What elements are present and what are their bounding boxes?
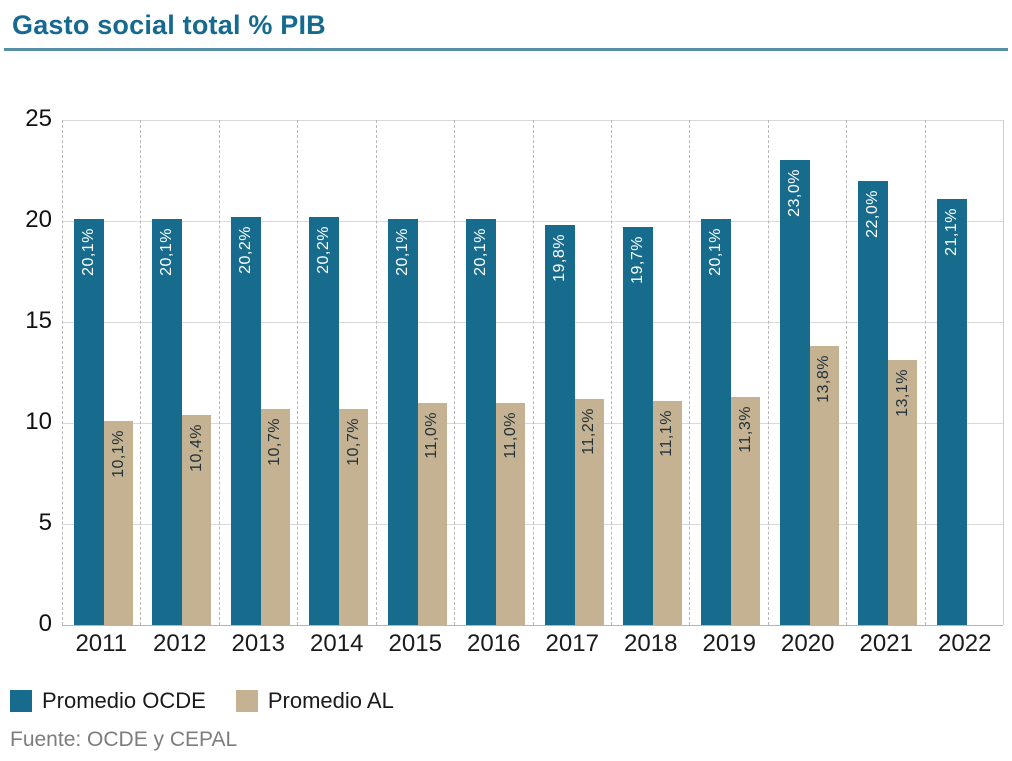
bar-value-label: 20,2%	[236, 225, 254, 274]
chart-title: Gasto social total % PIB	[12, 10, 326, 40]
y-tick-label-15: 15	[25, 306, 52, 334]
gridline-15	[62, 322, 1003, 323]
bar-ocde-2015: 20,1%	[387, 218, 418, 625]
y-axis: 25 20 15 10 5 0	[0, 105, 62, 637]
gridline-20	[62, 221, 1003, 222]
year-group-2015: 20,1% 11,0%	[375, 120, 454, 625]
bar-value-label: 19,7%	[628, 236, 646, 284]
x-axis: 2011 2012 2013 2014 2015 2016 2017 2018 2019 2020…	[62, 630, 1004, 658]
bar-al-2021: 13,1%	[888, 360, 918, 625]
bar-ocde-2012: 20,1%	[152, 218, 183, 625]
bar-value-label: 20,1%	[707, 227, 725, 276]
bar-value-label: 20,1%	[393, 227, 411, 276]
bar-value-label: 19,8%	[550, 234, 568, 282]
gridline-25	[62, 120, 1003, 121]
bar-value-label: 10,1%	[109, 429, 127, 478]
legend-item-ocde: Promedio OCDE	[10, 688, 206, 714]
bar-ocde-2013: 20,2%	[230, 216, 261, 625]
bar-value-label: 11,3%	[736, 405, 754, 453]
bar-al-2019: 11,3%	[731, 396, 761, 625]
bar-ocde-2017: 19,8%	[544, 225, 575, 625]
bar-value-label: 11,2%	[580, 407, 598, 455]
plot-area: 20,1% 10,1% 20,1% 10,4% 20,2% 10,7% 20,2% 10,7%…	[62, 120, 1004, 626]
year-group-2019: 20,1% 11,3%	[689, 120, 767, 625]
bar-al-2014: 10,7%	[339, 408, 369, 625]
bar-value-label: 13,1%	[893, 369, 911, 418]
bar-groups: 20,1% 10,1% 20,1% 10,4% 20,2% 10,7% 20,2% 10,7%…	[62, 120, 1003, 625]
bar-ocde-2016: 20,1%	[466, 218, 497, 625]
x-axis-label-2021: 2021	[859, 630, 913, 657]
bar-value-label: 20,1%	[472, 227, 490, 276]
gridline-10	[62, 423, 1003, 424]
y-tick-label-20: 20	[25, 205, 52, 233]
legend-item-al: Promedio AL	[235, 688, 394, 714]
bar-value-label: 13,8%	[815, 355, 833, 404]
year-group-2013: 20,2% 10,7%	[218, 120, 297, 625]
y-tick-label-5: 5	[38, 508, 52, 536]
bar-value-label: 22,0%	[864, 189, 882, 238]
bar-value-label: 20,2%	[315, 225, 333, 274]
bar-value-label: 10,7%	[344, 417, 362, 466]
year-group-2018: 19,7% 11,1%	[610, 120, 689, 625]
bar-value-label: 21,1%	[942, 207, 960, 256]
y-tick-label-25: 25	[25, 104, 52, 132]
bar-al-2018: 11,1%	[652, 400, 682, 625]
bar-value-label: 20,1%	[158, 227, 176, 276]
bar-ocde-2011: 20,1%	[74, 218, 104, 625]
ocde-color-swatch	[10, 690, 32, 712]
title-underline	[4, 48, 1008, 51]
plot-row: 25 20 15 10 5 0 20,1% 10,1% 20,1% 10,4% 20,2% 10,7…	[0, 105, 1004, 637]
bar-value-label: 20,1%	[80, 227, 97, 276]
x-axis-label-2022: 2022	[938, 630, 992, 657]
x-axis-label-2011: 2011	[75, 630, 128, 657]
bar-value-label: 11,0%	[423, 411, 441, 459]
y-tick-label-0: 0	[38, 609, 52, 637]
bar-ocde-2021: 22,0%	[858, 180, 889, 625]
x-axis-label-2015: 2015	[388, 630, 442, 657]
x-axis-label-2016: 2016	[467, 630, 521, 657]
year-group-2016: 20,1% 11,0%	[454, 120, 532, 625]
legend: Promedio OCDE Promedio AL	[10, 688, 1012, 714]
x-axis-label-2018: 2018	[624, 630, 678, 657]
bar-al-2011: 10,1%	[104, 420, 133, 625]
x-axis-label-2017: 2017	[545, 630, 599, 657]
bar-al-2015: 11,0%	[417, 402, 447, 625]
year-group-2022: 21,1%	[924, 120, 1003, 625]
bar-ocde-2018: 19,7%	[622, 227, 653, 625]
legend-label-ocde: Promedio OCDE	[42, 688, 206, 713]
bar-al-2017: 11,2%	[574, 398, 604, 625]
gridline-0	[62, 625, 1003, 626]
bar-value-label: 11,1%	[658, 409, 676, 457]
y-tick-label-10: 10	[25, 407, 52, 435]
x-axis-label-2014: 2014	[310, 630, 364, 657]
bar-value-label: 10,7%	[266, 417, 284, 466]
bar-ocde-2014: 20,2%	[309, 216, 340, 625]
bar-ocde-2019: 20,1%	[701, 218, 732, 625]
x-axis-label-2013: 2013	[231, 630, 285, 657]
x-axis-label-2012: 2012	[153, 630, 207, 657]
bar-value-label: 11,0%	[501, 411, 519, 459]
bar-al-2016: 11,0%	[496, 402, 526, 625]
year-group-2012: 20,1% 10,4%	[140, 120, 218, 625]
bar-al-2012: 10,4%	[182, 414, 212, 625]
bar-chart: 25 20 15 10 5 0 20,1% 10,1% 20,1% 10,4% 20,2% 10,7…	[0, 105, 1004, 658]
bar-ocde-2022: 21,1%	[936, 198, 967, 625]
year-group-2011: 20,1% 10,1%	[62, 120, 140, 625]
source-note: Fuente: OCDE y CEPAL	[10, 728, 238, 751]
legend-label-al: Promedio AL	[267, 688, 394, 713]
year-group-2014: 20,2% 10,7%	[297, 120, 375, 625]
gridline-5	[62, 524, 1003, 525]
year-group-2017: 19,8% 11,2%	[532, 120, 611, 625]
year-group-2020: 23,0% 13,8%	[767, 120, 846, 625]
al-color-swatch	[235, 690, 258, 712]
bar-al-2020: 13,8%	[809, 346, 839, 625]
bar-ocde-2020: 23,0%	[779, 160, 810, 625]
bar-al-2013: 10,7%	[260, 408, 290, 625]
bar-value-label: 10,4%	[187, 423, 205, 472]
year-group-2021: 22,0% 13,1%	[846, 120, 924, 625]
x-axis-label-2020: 2020	[781, 630, 835, 657]
x-axis-label-2019: 2019	[702, 630, 756, 657]
bar-value-label: 23,0%	[785, 169, 803, 218]
